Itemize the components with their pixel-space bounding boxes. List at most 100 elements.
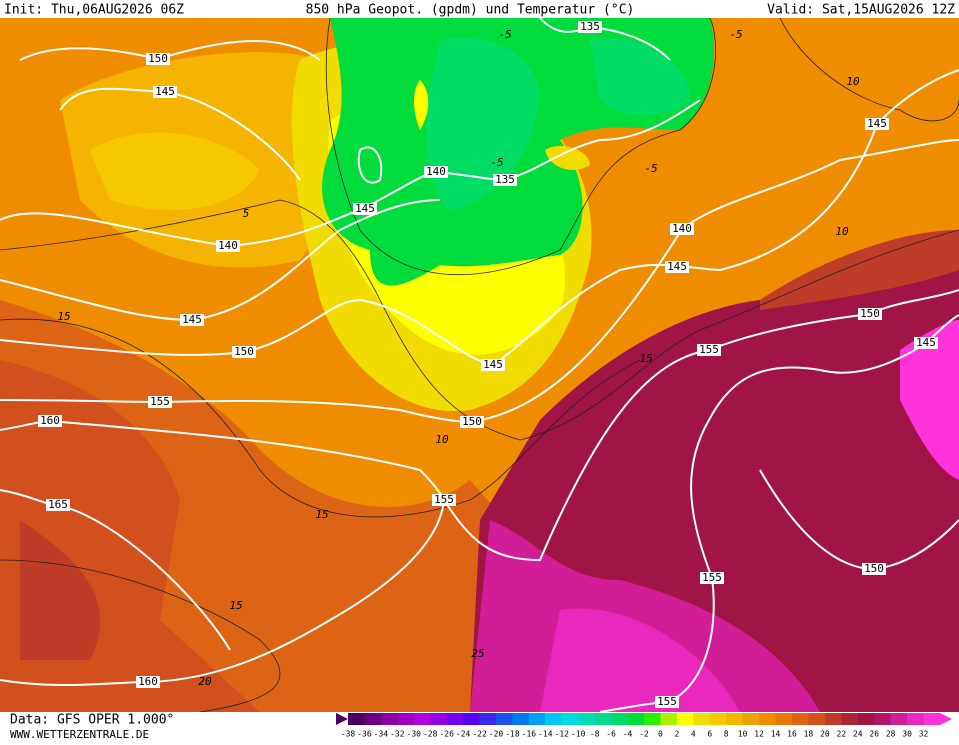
field-hot2: [760, 230, 959, 310]
map-title: 850 hPa Geopot. (gpdm) und Temperatur (°…: [306, 3, 635, 18]
geopotential-label: 155: [434, 493, 454, 506]
geopotential-label: 135: [580, 20, 600, 33]
color-scale: -38 -36 -34 -32 -30 -28 -26 -24 -22 -20 -18 -16 -14-…: [336, 713, 952, 739]
scale-label: 20: [820, 730, 830, 739]
geopotential-label: 140: [426, 165, 446, 178]
label-box: [865, 118, 889, 130]
temperature-label: -5: [644, 162, 657, 175]
geopotential-label: 135: [495, 173, 515, 186]
scale-label: -34: [374, 730, 389, 739]
scale-label: -22: [472, 730, 487, 739]
isotherm: [325, 17, 716, 276]
temperature-label: 5: [243, 207, 250, 220]
label-box: [432, 494, 456, 506]
temperature-label: -5: [498, 28, 511, 41]
scale-label: 26: [869, 730, 879, 739]
scale-label: -6: [606, 730, 616, 739]
scale-label: -8: [590, 730, 600, 739]
scale-cell: [561, 713, 579, 725]
temperature-label: 15: [315, 508, 328, 521]
isohypse: [0, 499, 445, 687]
geopotential-label: 160: [138, 675, 158, 688]
scale-cell: [479, 713, 497, 725]
scale-cell: [857, 713, 875, 725]
temperature-label: 15: [229, 599, 242, 612]
scale-cell: [413, 713, 431, 725]
scale-cell: [907, 713, 925, 725]
scale-cell: [611, 713, 629, 725]
scale-cell: [364, 713, 382, 725]
geopotential-label: 145: [667, 260, 687, 273]
scale-cell: [430, 713, 448, 725]
scale-label: 24: [853, 730, 863, 739]
label-box: [460, 416, 484, 428]
scale-label: 12: [754, 730, 764, 739]
scale-label: -30: [407, 730, 422, 739]
geopotential-label: 145: [483, 358, 503, 371]
temperature-label: 10: [846, 75, 860, 88]
scale-label: 4: [691, 730, 696, 739]
geopotential-label: 150: [864, 562, 884, 575]
isohypse: [357, 146, 383, 184]
label-box: [858, 308, 882, 320]
geopotential-label: 165: [48, 498, 68, 511]
geopotential-label: 150: [462, 415, 482, 428]
scale-label: -14: [538, 730, 553, 739]
scale-label: -38: [341, 730, 356, 739]
map-field: [0, 18, 959, 712]
data-source: Data: GFS OPER 1.000°: [10, 713, 174, 728]
label-box: [914, 337, 938, 349]
geopotential-label: 140: [218, 239, 238, 252]
isotherm: [0, 199, 959, 441]
isotherm: [0, 559, 281, 713]
temperature-label: -5: [490, 156, 503, 169]
geopotential-labels: 1501451401451501551601651601451401351351…: [38, 20, 938, 708]
label-box: [146, 53, 170, 65]
isohypse: [0, 489, 231, 651]
geopotential-label: 145: [355, 202, 375, 215]
scale-cell: [841, 713, 859, 725]
scale-arrow-right: [940, 713, 952, 725]
scale-cell: [775, 713, 793, 725]
isohypse: [0, 99, 701, 248]
label-box: [180, 314, 204, 326]
scale-arrow-left: [336, 713, 348, 725]
label-box: [655, 696, 679, 708]
scale-cell: [726, 713, 744, 725]
geopotential-label: 145: [182, 313, 202, 326]
label-box: [862, 563, 886, 575]
field-warm3: [20, 520, 101, 660]
scale-cell: [463, 713, 481, 725]
geopotential-label: 145: [867, 117, 887, 130]
scale-label: 10: [738, 730, 748, 739]
scale-cell: [348, 713, 365, 725]
scale-label: -36: [357, 730, 372, 739]
temperature-label: 25: [471, 647, 484, 660]
scale-label: 30: [902, 730, 912, 739]
isohypse: [0, 199, 441, 322]
scale-label: -18: [505, 730, 520, 739]
scale-cell: [545, 713, 563, 725]
label-box: [670, 223, 694, 235]
label-box: [46, 499, 70, 511]
scale-cell: [594, 713, 612, 725]
scale-label: -26: [439, 730, 454, 739]
scale-cell: [578, 713, 596, 725]
label-box: [665, 261, 689, 273]
scale-label: -32: [390, 730, 405, 739]
scale-label: -12: [555, 730, 570, 739]
scale-label: 14: [771, 730, 781, 739]
scale-cell: [446, 713, 464, 725]
isotherm: [0, 318, 641, 518]
temperature-label: -5: [729, 28, 742, 41]
field-very-hot3: [900, 320, 959, 480]
scale-cell: [792, 713, 809, 725]
init-time: Init: Thu,06AUG2026 06Z: [4, 3, 184, 18]
temperature-label: 10: [435, 433, 449, 446]
scale-cell: [644, 713, 661, 725]
label-box: [216, 240, 240, 252]
geopotential-label: 155: [702, 571, 722, 584]
scale-label: 22: [837, 730, 847, 739]
geopotential-label: 145: [916, 336, 936, 349]
